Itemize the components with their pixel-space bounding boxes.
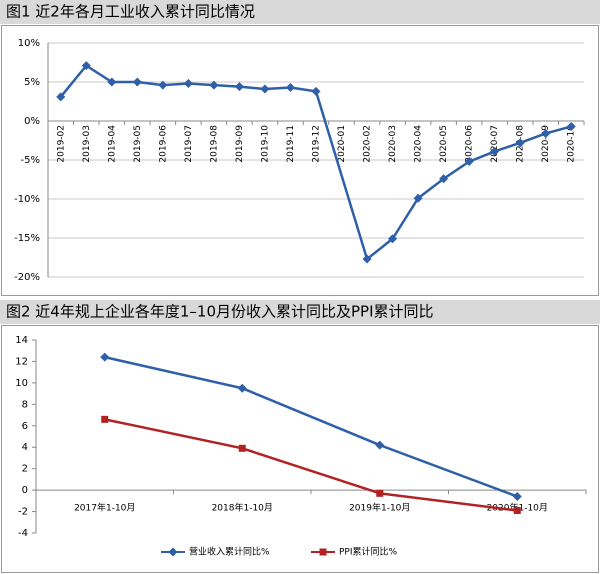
marker [388,234,398,244]
y-tick-label: -10% [14,194,40,205]
y-tick-label: 4 [22,442,28,453]
y-tick-label: -20% [14,272,40,283]
x-tick-label: 2019-10 [260,125,270,163]
chart-frame [1,325,599,573]
x-tick-label: 2019-02 [56,125,66,163]
x-tick-label: 2019-08 [209,125,219,163]
marker [234,82,244,92]
x-tick-label: 2017年1-10月 [74,502,135,514]
x-tick-label: 2020-06 [465,125,475,163]
x-tick-label: 2020-03 [388,125,398,163]
x-tick-label: 2019-11 [286,125,296,163]
x-tick-label: 2020-05 [439,125,449,163]
marker [107,77,117,87]
marker [132,77,142,87]
marker [81,61,91,71]
line-connector [314,90,369,260]
marker [311,86,321,96]
legend-marker [319,548,327,556]
legend-marker [168,547,178,557]
marker [237,383,247,393]
title-bar [0,300,600,324]
y-tick-label: 5% [24,77,40,88]
y-tick-label: -4 [18,528,28,539]
y-tick-label: 2 [22,464,28,475]
y-tick-label: 8 [22,399,28,410]
x-tick-label: 2020-02 [363,125,373,163]
x-tick-label: 2020-07 [490,125,500,163]
x-tick-label: 2018年1-10月 [212,502,273,514]
marker [285,82,295,92]
y-tick-label: 10% [18,38,40,49]
marker [512,492,522,502]
marker [101,415,109,423]
line [104,418,518,512]
x-tick-label: 2019-04 [107,125,117,163]
chart-frame [1,25,599,296]
y-tick-label: 10 [15,378,28,389]
marker [515,138,525,148]
y-tick-label: 12 [15,356,28,367]
marker [413,193,423,203]
x-tick-label: 2019-07 [184,125,194,163]
marker [100,352,110,362]
x-tick-label: 2019-12 [312,125,322,163]
x-tick-label: 2020-10 [567,125,577,163]
marker [439,174,449,184]
title-bar [0,0,600,24]
marker [566,121,576,131]
x-tick-label: 2019-06 [158,125,168,163]
x-tick-label: 2019年1-10月 [349,502,410,514]
y-tick-label: -15% [14,233,40,244]
marker [376,489,384,497]
y-tick-label: 6 [22,421,28,432]
y-tick-label: 0% [24,116,40,127]
x-tick-label: 2020-04 [414,125,424,163]
line [104,355,518,498]
marker [362,254,372,264]
x-tick-label: 2019-03 [82,125,92,163]
y-tick-label: -5% [21,155,40,166]
chart-title: 图2 近4年规上企业各年度1–10月份收入累计同比及PPI累计同比 [6,303,434,321]
y-tick-label: 0 [22,485,28,496]
x-tick-label: 2019-05 [133,125,143,163]
marker [513,506,521,514]
marker [260,84,270,94]
marker [464,157,474,167]
y-tick-label: 14 [15,335,28,346]
x-tick-label: 2020-09 [541,125,551,163]
legend-label: PPI累计同比% [339,546,398,558]
marker [490,146,500,156]
x-tick-label: 2019-09 [235,125,245,163]
marker [209,80,219,90]
y-tick-label: -2 [18,507,28,518]
legend-label: 营业收入累计同比% [189,546,270,558]
marker [56,92,66,102]
marker [375,440,385,450]
chart-title: 图1 近2年各月工业收入累计同比情况 [6,3,255,21]
marker [183,79,193,89]
marker [541,128,551,138]
x-tick-label: 2020-01 [337,125,347,163]
marker [238,444,246,452]
marker [158,80,168,90]
